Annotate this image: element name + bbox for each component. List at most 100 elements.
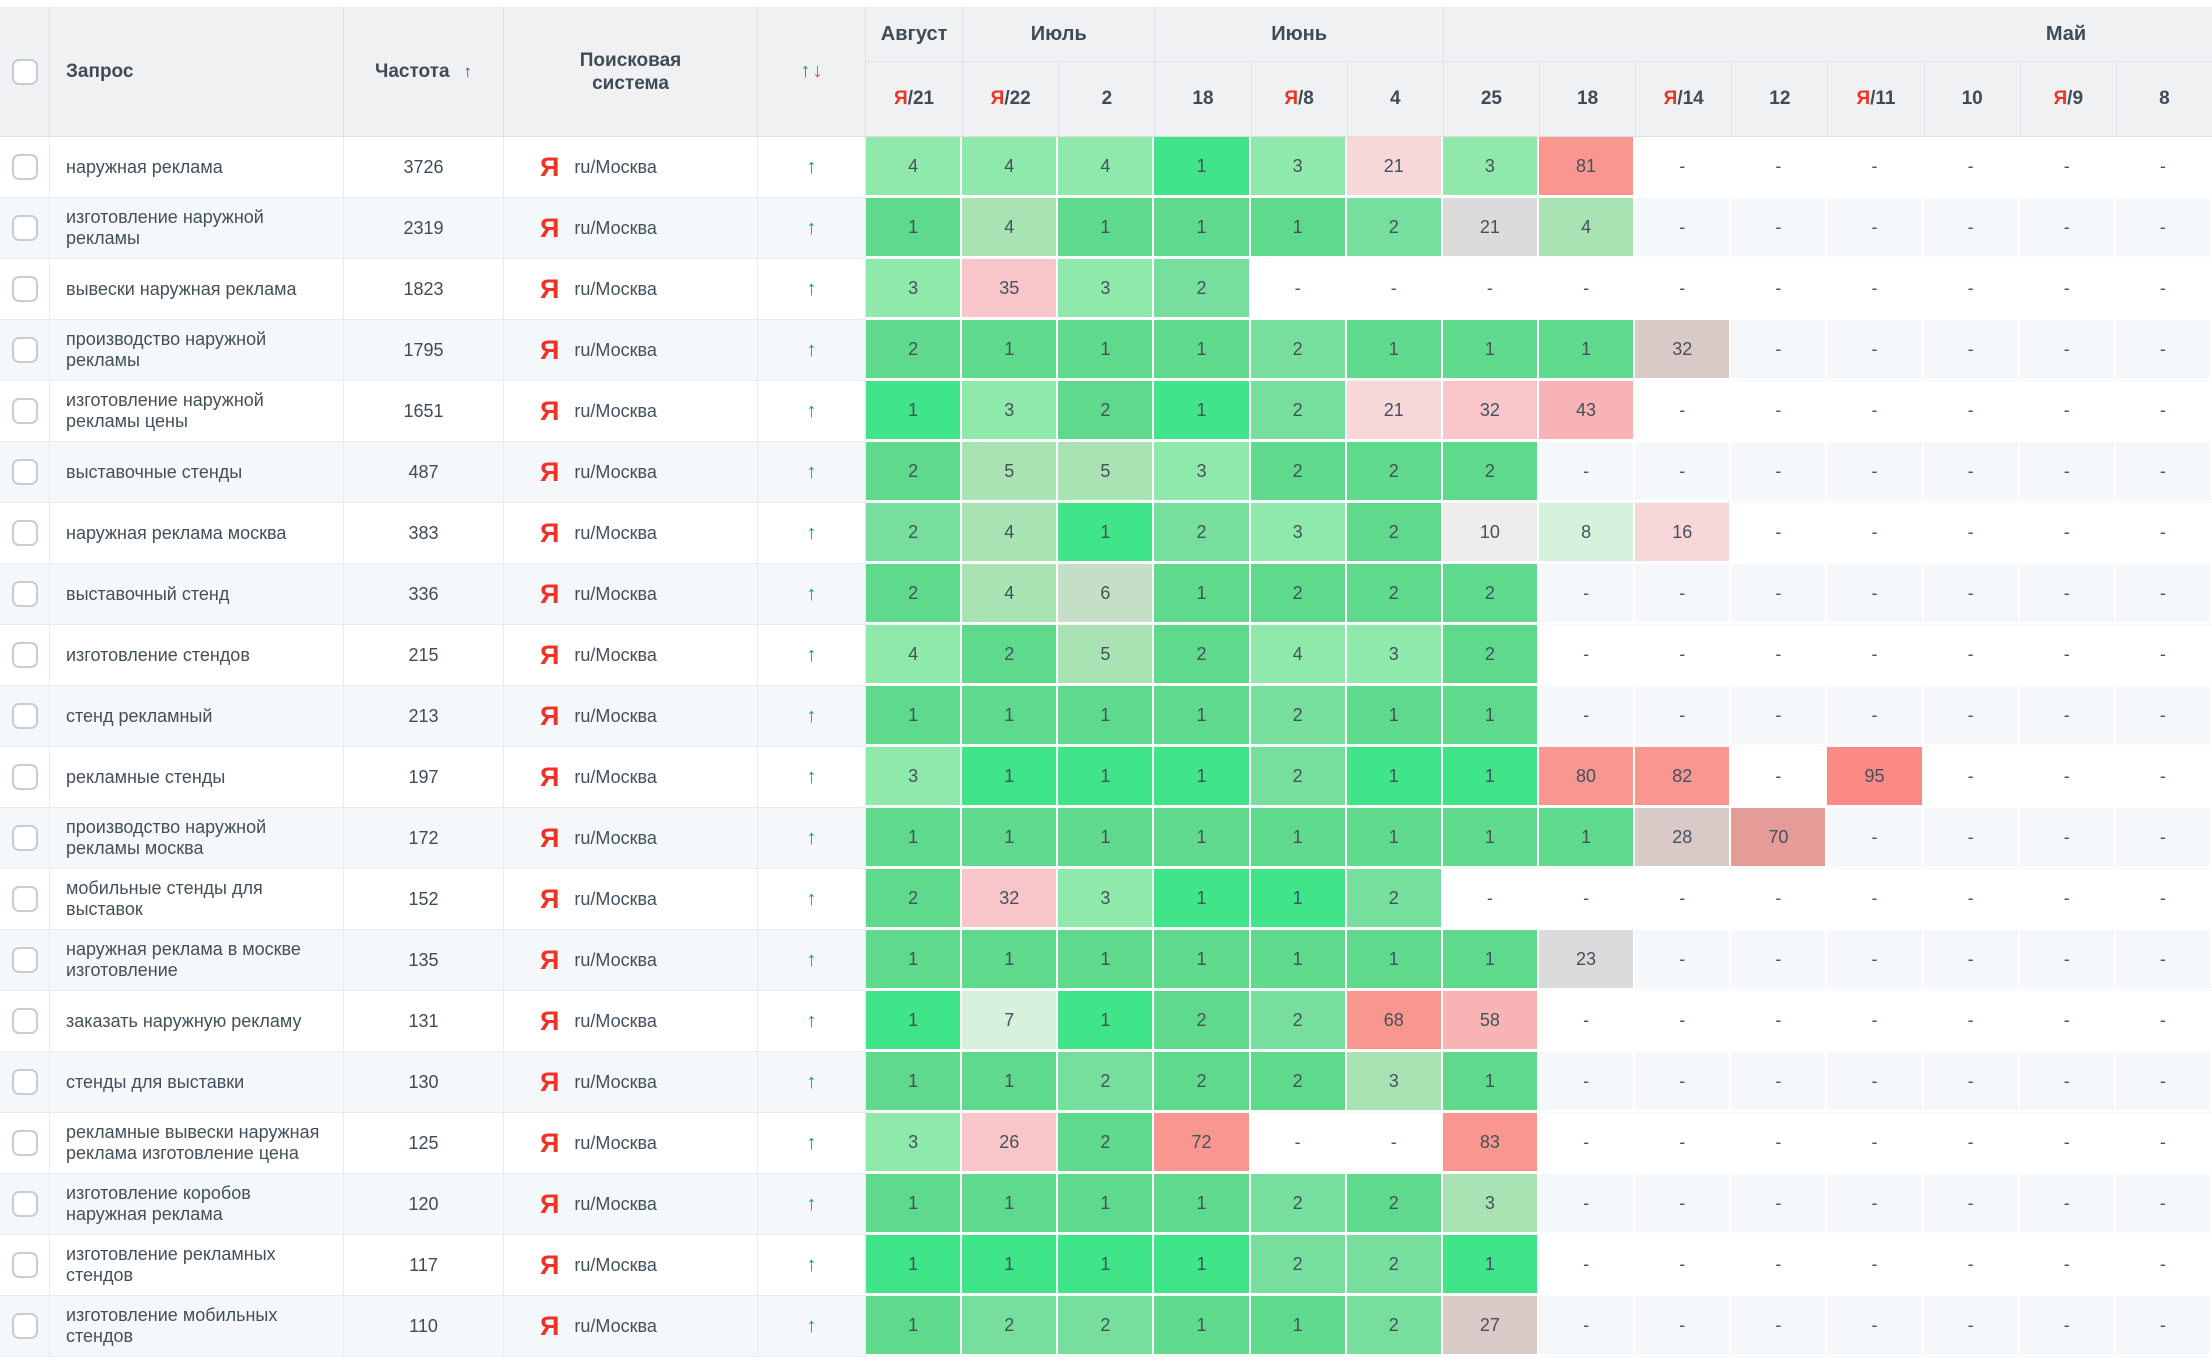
keyword-query-cell[interactable]: изготовление стендов xyxy=(50,625,344,686)
position-cell-empty: - xyxy=(1635,259,1732,319)
position-cell: 2 xyxy=(1058,381,1155,441)
position-cell-empty: - xyxy=(1539,991,1636,1051)
column-header-frequency[interactable]: Частота ↑ xyxy=(344,7,504,136)
position-cell-empty: - xyxy=(1731,137,1828,197)
position-cell-empty: - xyxy=(1731,625,1828,685)
keyword-query-cell[interactable]: вывески наружная реклама xyxy=(50,259,344,320)
position-cell: 1 xyxy=(1539,320,1636,380)
position-cell: 1 xyxy=(1539,808,1636,868)
date-header-row: Я/21 Я/22 2 18 Я/8 4 25 18 Я/14 12 Я/11 10 Я/9 8 xyxy=(866,62,2212,136)
date-column-header[interactable]: 10 xyxy=(1923,62,2020,136)
keyword-query-cell[interactable]: стенды для выставки xyxy=(50,1052,344,1113)
date-column-header[interactable]: Я/11 xyxy=(1827,62,1923,136)
row-checkbox[interactable] xyxy=(11,215,38,241)
column-header-search-engine[interactable]: Поисковая система xyxy=(504,7,758,136)
keyword-query-cell[interactable]: наружная реклама xyxy=(50,137,344,198)
month-header: Май xyxy=(1442,7,2212,61)
row-checkbox[interactable] xyxy=(11,764,38,790)
keyword-query-cell[interactable]: изготовление коробов наружная реклама xyxy=(50,1174,344,1235)
position-cell-empty: - xyxy=(1442,869,1539,929)
date-column-header[interactable]: Я/14 xyxy=(1635,62,1731,136)
keyword-frequency-cell: 152 xyxy=(344,869,504,930)
keyword-query-cell[interactable]: заказать наружную рекламу xyxy=(50,991,344,1052)
position-cell-empty: - xyxy=(1923,381,2020,441)
keyword-query: наружная реклама xyxy=(66,156,223,177)
position-cell: 10 xyxy=(1442,503,1539,563)
position-cell: 1 xyxy=(1058,1174,1155,1234)
keyword-query-cell[interactable]: изготовление рекламных стендов xyxy=(50,1235,344,1296)
yandex-icon: Я xyxy=(540,822,560,853)
keyword-query-cell[interactable]: выставочный стенд xyxy=(50,564,344,625)
position-cell-empty: - xyxy=(2019,381,2116,441)
row-checkbox[interactable] xyxy=(11,1252,38,1278)
row-checkbox[interactable] xyxy=(11,886,38,912)
date-column-header[interactable]: 12 xyxy=(1731,62,1827,136)
row-checkbox[interactable] xyxy=(11,276,38,302)
row-checkbox[interactable] xyxy=(11,1130,38,1156)
date-column-header[interactable]: 8 xyxy=(2115,62,2212,136)
row-checkbox[interactable] xyxy=(11,703,38,729)
keyword-query-cell[interactable]: изготовление мобильных стендов xyxy=(50,1296,344,1357)
keyword-row: изготовление коробов наружная реклама 120… xyxy=(0,1174,2212,1235)
keyword-query-cell[interactable]: изготовление наружной рекламы цены xyxy=(50,381,344,442)
row-checkbox[interactable] xyxy=(11,154,38,180)
position-cell: 21 xyxy=(1346,137,1443,197)
date-column-header[interactable]: 18 xyxy=(1154,62,1250,136)
column-header-query[interactable]: Запрос xyxy=(50,7,344,136)
date-column-header[interactable]: Я/22 xyxy=(962,62,1058,136)
position-cell: 3 xyxy=(1346,625,1443,685)
yandex-icon: Я xyxy=(540,944,560,975)
row-checkbox[interactable] xyxy=(11,581,38,607)
date-column-header[interactable]: Я/9 xyxy=(2019,62,2116,136)
row-checkbox[interactable] xyxy=(11,398,38,424)
keyword-query-cell[interactable]: производство наружной рекламы москва xyxy=(50,808,344,869)
position-cell-empty: - xyxy=(1635,1174,1732,1234)
row-checkbox[interactable] xyxy=(11,947,38,973)
select-all-checkbox[interactable] xyxy=(11,58,38,85)
keyword-query-cell[interactable]: изготовление наружной рекламы xyxy=(50,198,344,259)
position-cell-empty: - xyxy=(1635,381,1732,441)
column-header-trend[interactable]: ↑ ↓ xyxy=(758,7,866,136)
keyword-query-cell[interactable]: выставочные стенды xyxy=(50,442,344,503)
date-column-header[interactable]: Я/21 xyxy=(866,62,962,136)
keyword-frequency-cell: 131 xyxy=(344,991,504,1052)
position-cell-empty: - xyxy=(2019,442,2116,502)
row-checkbox[interactable] xyxy=(11,459,38,485)
keyword-query-cell[interactable]: рекламные вывески наружная реклама изгот… xyxy=(50,1113,344,1174)
keyword-frequency: 215 xyxy=(408,644,439,665)
row-checkbox[interactable] xyxy=(11,1008,38,1034)
keyword-query-cell[interactable]: стенд рекламный xyxy=(50,686,344,747)
trend-up-icon: ↑ xyxy=(806,582,817,605)
date-column-header[interactable]: 18 xyxy=(1539,62,1635,136)
row-checkbox[interactable] xyxy=(11,520,38,546)
month-header: Август xyxy=(866,7,962,61)
position-cell-empty: - xyxy=(1827,381,1924,441)
date-column-header[interactable]: 2 xyxy=(1058,62,1154,136)
keyword-query-cell[interactable]: производство наружной рекламы xyxy=(50,320,344,381)
keyword-query-cell[interactable]: наружная реклама москва xyxy=(50,503,344,564)
row-checkbox[interactable] xyxy=(11,1069,38,1095)
keyword-query-cell[interactable]: наружная реклама в москве изготовление xyxy=(50,930,344,991)
position-cell: 2 xyxy=(1346,1296,1443,1356)
date-column-header[interactable]: Я/8 xyxy=(1250,62,1347,136)
keyword-query-cell[interactable]: мобильные стенды для выставок xyxy=(50,869,344,930)
date-column-header[interactable]: 25 xyxy=(1442,62,1539,136)
keyword-query-cell[interactable]: рекламные стенды xyxy=(50,747,344,808)
date-column-header[interactable]: 4 xyxy=(1346,62,1443,136)
position-cell: 4 xyxy=(1539,198,1636,258)
row-checkbox[interactable] xyxy=(11,825,38,851)
position-cell-empty: - xyxy=(2019,869,2116,929)
position-grid: 2 1 1 1 2 1 1 1 32- - - - - xyxy=(866,320,2212,381)
row-checkbox[interactable] xyxy=(11,1313,38,1339)
row-checkbox[interactable] xyxy=(11,642,38,668)
position-cell-empty: - xyxy=(1923,503,2020,563)
trend-up-icon: ↑ xyxy=(806,399,817,422)
row-checkbox[interactable] xyxy=(11,1191,38,1217)
trend-up-icon: ↑ xyxy=(806,1131,817,1154)
yandex-icon: Я xyxy=(540,456,560,487)
row-checkbox[interactable] xyxy=(11,337,38,363)
